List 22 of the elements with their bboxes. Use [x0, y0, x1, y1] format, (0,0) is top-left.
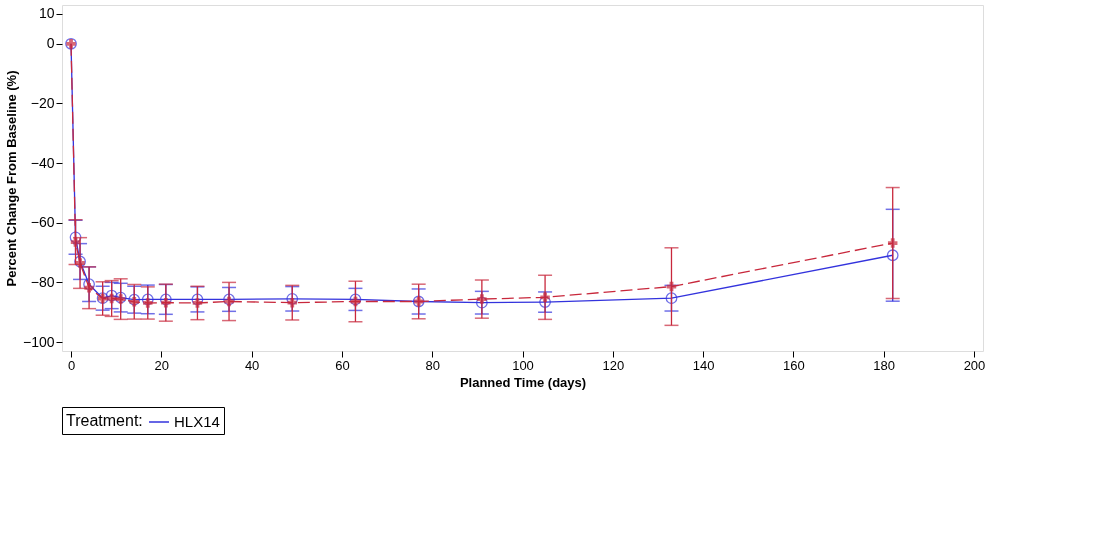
y-tick-label: −80: [30, 273, 55, 290]
x-tick-label: 80: [425, 357, 440, 373]
x-tick-label: 200: [963, 357, 986, 373]
x-tick-label: 60: [335, 357, 350, 373]
y-tick-label: −20: [30, 94, 55, 111]
x-tick-label: 100: [512, 357, 534, 373]
y-tick-label: −100: [22, 333, 55, 350]
legend-label: HLX14: [174, 413, 220, 430]
x-tick-label: 40: [244, 357, 260, 373]
y-tick-label: −60: [30, 214, 55, 231]
legend-title: Treatment:: [66, 412, 143, 429]
x-tick-label: 180: [873, 357, 896, 373]
y-tick-label: −40: [30, 154, 55, 171]
y-axis-title: Percent Change From Baseline (%): [3, 70, 19, 287]
x-tick-label: 120: [602, 357, 625, 373]
x-tick-label: 20: [154, 357, 170, 373]
x-tick-label: 140: [692, 357, 715, 373]
x-axis-title: Planned Time (days): [459, 374, 587, 390]
x-tick-label: 160: [783, 357, 805, 373]
y-tick-label: 0: [46, 35, 55, 52]
x-tick-label: 0: [67, 357, 76, 373]
y-tick-label: 10: [38, 5, 55, 22]
